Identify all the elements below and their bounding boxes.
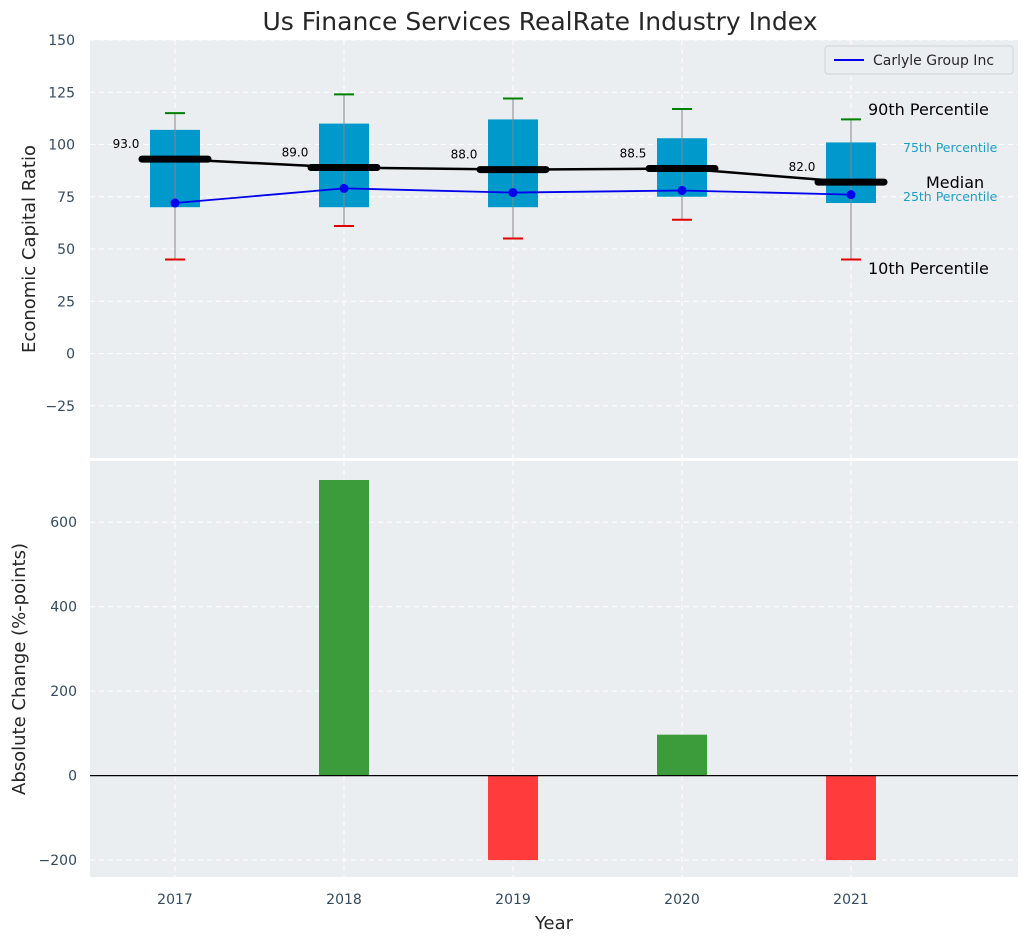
change-bars-group xyxy=(90,480,1018,861)
series-point-2018 xyxy=(339,183,349,193)
change-bar-2018 xyxy=(319,480,369,776)
top-y-tick-label: 100 xyxy=(48,138,75,154)
x-tick-label: 2021 xyxy=(833,892,869,908)
bottom-y-tick-label: −200 xyxy=(39,853,77,869)
bottom-y-tick-label: 200 xyxy=(50,684,77,700)
bottom-y-tick-label: 400 xyxy=(50,600,77,616)
bottom-y-ticks: −200 0 200 400 600 xyxy=(39,515,77,869)
change-bar-2021 xyxy=(826,775,876,861)
x-tick-label: 2018 xyxy=(326,892,362,908)
annotation-median: Median xyxy=(926,173,984,192)
series-line-group xyxy=(170,183,856,208)
top-y-axis-label: Economic Capital Ratio xyxy=(19,145,40,353)
series-point-2019 xyxy=(508,188,518,198)
median-trend-group xyxy=(174,157,852,184)
bottom-y-tick-label: 600 xyxy=(50,515,77,531)
top-y-tick-label: 25 xyxy=(57,294,75,310)
x-tick-label: 2020 xyxy=(664,892,700,908)
x-tick-label: 2019 xyxy=(495,892,531,908)
top-y-tick-label: 0 xyxy=(66,347,75,363)
legend: Carlyle Group Inc xyxy=(824,45,1014,75)
series-point-2021 xyxy=(846,190,856,200)
top-y-tick-label: 75 xyxy=(57,190,75,206)
annotation-p10: 10th Percentile xyxy=(868,259,989,278)
change-bar-2019 xyxy=(488,775,538,861)
median-value-label: 82.0 xyxy=(789,160,816,174)
top-y-ticks: −25 0 25 50 75 100 125 150 xyxy=(45,33,75,415)
bottom-y-axis-label: Absolute Change (%-points) xyxy=(9,543,30,795)
bottom-y-tick-label: 0 xyxy=(68,769,77,785)
change-bar-2020 xyxy=(657,734,707,776)
annotation-p25: 25th Percentile xyxy=(903,189,998,204)
x-tick-label: 2017 xyxy=(157,892,193,908)
median-trend-line xyxy=(174,157,852,184)
median-value-label: 88.0 xyxy=(451,148,478,162)
series-point-2017 xyxy=(170,198,180,208)
x-axis-label: Year xyxy=(534,913,574,934)
median-value-label: 89.0 xyxy=(282,145,309,159)
legend-box xyxy=(824,45,1014,75)
annotation-p90: 90th Percentile xyxy=(868,100,989,119)
top-y-tick-label: 150 xyxy=(48,33,75,49)
series-point-2020 xyxy=(677,185,687,195)
median-value-label: 93.0 xyxy=(113,137,140,151)
annotation-p75: 75th Percentile xyxy=(903,140,998,155)
x-ticks: 2017 2018 2019 2020 2021 xyxy=(157,892,869,908)
chart-title: Us Finance Services RealRate Industry In… xyxy=(263,7,818,36)
legend-label: Carlyle Group Inc xyxy=(873,53,994,69)
bottom-panel-background xyxy=(90,461,1018,877)
median-value-label: 88.5 xyxy=(620,147,647,161)
top-y-tick-label: 125 xyxy=(48,85,75,101)
top-y-tick-label: 50 xyxy=(57,242,75,258)
top-y-tick-label: −25 xyxy=(45,399,75,415)
